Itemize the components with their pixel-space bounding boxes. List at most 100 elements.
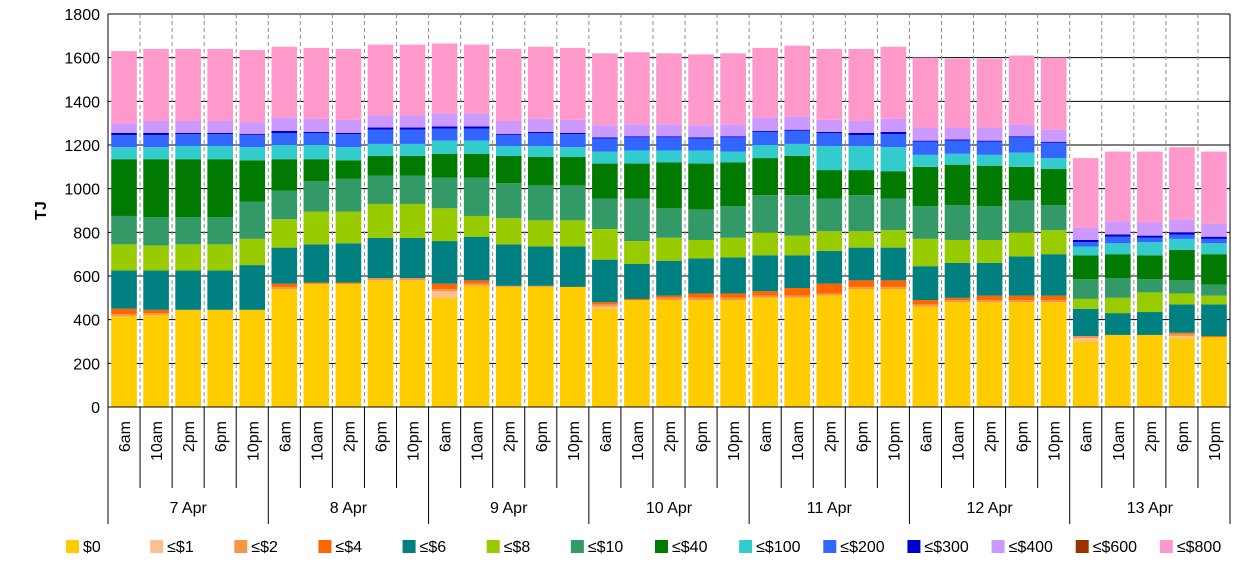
bar-segment (303, 145, 330, 160)
bar-segment (1104, 243, 1131, 255)
x-tick-label-time: 6pm (1175, 421, 1192, 452)
bar-segment (848, 132, 875, 136)
bar-segment (431, 126, 458, 129)
bar-segment (624, 300, 650, 407)
bar-segment (1137, 151, 1163, 223)
bar-segment (1169, 333, 1195, 337)
bar-segment (592, 151, 618, 164)
bar-segment (271, 286, 298, 290)
bar-segment (111, 308, 137, 315)
bar-segment (1201, 151, 1227, 224)
x-tick-label-time: 6pm (854, 421, 871, 452)
bar-segment (1072, 298, 1099, 309)
bar-segment (1201, 236, 1227, 239)
bar-segment (720, 53, 746, 125)
bar-segment (784, 297, 811, 407)
bar-segment (143, 309, 169, 314)
legend-label: ≤$100 (756, 539, 800, 556)
bar-segment (688, 137, 714, 139)
bar-segment (1040, 57, 1067, 130)
legend-label: ≤$6 (420, 539, 447, 556)
bar-segment (592, 198, 618, 230)
bar-segment (367, 44, 394, 116)
bar-segment (335, 282, 362, 284)
bar-segment (143, 120, 169, 133)
bar-segment (367, 175, 394, 204)
x-tick-label-time: 10pm (245, 421, 262, 461)
bar-segment (207, 309, 234, 407)
bar-segment (1008, 136, 1035, 138)
bar-segment (367, 280, 394, 407)
bar-segment (720, 124, 746, 137)
bar-segment (976, 141, 1003, 155)
bar-segment (143, 159, 169, 218)
bar-segment (175, 120, 201, 133)
bar-segment (1072, 246, 1099, 256)
bar-segment (303, 211, 330, 245)
bar-segment (431, 153, 458, 178)
legend-swatch (1159, 540, 1173, 553)
bar-segment (816, 132, 843, 147)
legend-swatch (570, 540, 584, 553)
bar-segment (944, 205, 971, 240)
bar-segment (688, 209, 714, 240)
bar-segment (463, 280, 490, 284)
bar-segment (880, 118, 907, 132)
legend-swatch (655, 540, 668, 553)
bar-segment (1104, 151, 1131, 222)
bar-segment (848, 146, 875, 171)
bar-segment (271, 247, 298, 284)
bar-segment (527, 285, 554, 287)
x-tick-label-time: 6pm (694, 421, 711, 452)
bar-segment (1072, 239, 1099, 243)
bar-segment (1201, 254, 1227, 285)
x-group-label: 12 Apr (966, 500, 1013, 517)
bar-segment (495, 135, 522, 147)
legend-label: $0 (83, 539, 101, 556)
bar-segment (784, 45, 811, 117)
x-tick-label-time: 2pm (983, 421, 1000, 452)
x-tick-label-time: 10pm (1207, 421, 1224, 461)
bar-segment (527, 286, 554, 407)
bar-segment (463, 283, 490, 286)
bar-segment (1169, 232, 1195, 235)
bar-segment (1040, 169, 1067, 206)
bar-segment (1008, 256, 1035, 296)
bar-segment (912, 140, 939, 142)
bar-segment (656, 150, 682, 163)
bar-segment (1104, 234, 1131, 237)
bar-segment (303, 118, 330, 132)
x-tick-label-time: 10am (470, 421, 487, 461)
bar-segment (816, 295, 843, 407)
bar-segment (1072, 341, 1099, 407)
bar-segment (720, 257, 746, 294)
bar-segment (848, 195, 875, 232)
bar-segment (816, 170, 843, 199)
bar-segment (1072, 308, 1099, 337)
bar-segment (688, 300, 714, 407)
bar-segment (1008, 137, 1035, 153)
bar-segment (495, 244, 522, 286)
x-tick-label-time: 6am (277, 421, 294, 452)
bar-segment (1008, 200, 1035, 233)
bar-segment (1072, 227, 1099, 240)
x-tick-label-time: 6am (598, 421, 615, 452)
bar-segment (720, 293, 746, 298)
bar-segment (527, 157, 554, 186)
bar-segment (239, 309, 266, 407)
bar-segment (592, 306, 618, 309)
bar-segment (303, 181, 330, 212)
bar-segment (431, 128, 458, 141)
bar-segment (367, 155, 394, 176)
bar-segment (1169, 304, 1195, 333)
bar-segment (111, 51, 137, 124)
bar-segment (656, 300, 682, 407)
bar-segment (271, 159, 298, 191)
legend-swatch (66, 540, 79, 553)
bar-segment (271, 117, 298, 131)
x-group-label: 13 Apr (1127, 500, 1174, 517)
bar-segment (752, 47, 778, 118)
bar-segment (752, 255, 778, 292)
bar-segment (848, 120, 875, 133)
